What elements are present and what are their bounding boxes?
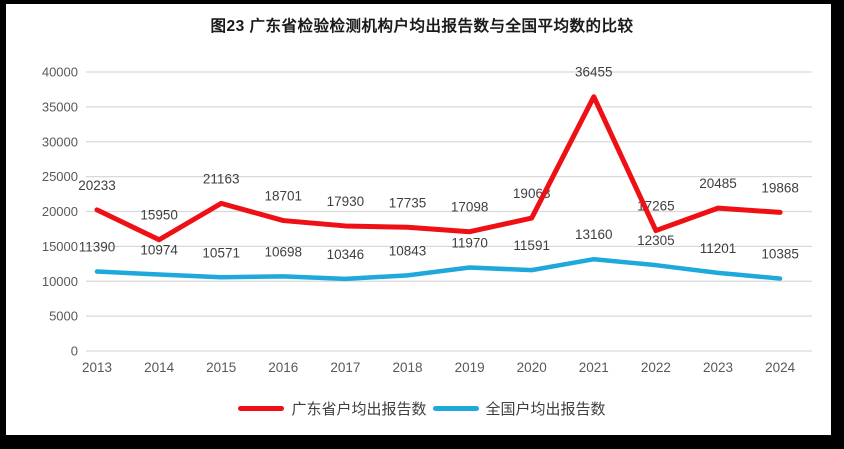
y-axis-tick-label: 25000 (42, 169, 78, 184)
x-axis-tick-label: 2022 (641, 360, 671, 375)
data-label: 11201 (700, 241, 737, 256)
data-label: 17930 (327, 194, 365, 209)
data-label: 17098 (451, 200, 489, 215)
data-label: 10974 (140, 242, 178, 257)
series-line (94, 94, 783, 243)
data-label: 10698 (265, 244, 303, 259)
data-label: 10346 (327, 247, 365, 262)
y-axis-tick-label: 15000 (42, 239, 78, 254)
data-label: 18701 (265, 189, 303, 204)
data-label: 10571 (202, 245, 240, 260)
x-axis-tick-label: 2017 (330, 360, 360, 375)
x-axis-tick-label: 2015 (206, 360, 236, 375)
y-axis-tick-label: 0 (71, 344, 78, 359)
x-axis-tick-label: 2020 (517, 360, 547, 375)
x-axis-tick-label: 2014 (144, 360, 175, 375)
data-label: 20233 (78, 178, 116, 193)
data-label: 21163 (203, 171, 240, 186)
legend-item-national: 全国户均出报告数 (432, 398, 606, 419)
legend-label-guangdong: 广东省户均出报告数 (291, 401, 427, 418)
x-axis-tick-label: 2021 (579, 360, 609, 375)
data-label: 13160 (575, 227, 613, 242)
data-label: 11390 (79, 240, 116, 255)
y-axis-tick-label: 10000 (42, 274, 78, 289)
data-label: 20485 (699, 176, 737, 191)
y-axis-tick-label: 35000 (42, 99, 78, 114)
data-label: 10385 (761, 247, 799, 262)
data-label: 15950 (140, 208, 178, 223)
data-label: 12305 (637, 233, 675, 248)
legend-item-guangdong: 广东省户均出报告数 (238, 398, 427, 419)
data-label: 10843 (389, 243, 427, 258)
x-axis-tick-label: 2016 (268, 360, 298, 375)
data-label: 36455 (575, 65, 613, 80)
chart-title: 图23 广东省检验检测机构户均出报告数与全国平均数的比较 (210, 18, 634, 35)
x-axis-tick-label: 2019 (455, 360, 485, 375)
y-axis-tick-label: 5000 (49, 309, 78, 324)
x-axis-tick-label: 2023 (703, 360, 733, 375)
x-axis-tick-label: 2018 (392, 360, 422, 375)
data-label: 17735 (389, 195, 427, 210)
data-label: 11970 (451, 236, 488, 251)
y-axis-tick-label: 30000 (42, 134, 78, 149)
chart-legend: 广东省户均出报告数 全国户均出报告数 (0, 398, 844, 419)
data-label: 19868 (761, 180, 799, 195)
y-axis-tick-label: 20000 (42, 204, 78, 219)
national-series-swatch-icon (432, 405, 479, 412)
data-label: 11591 (513, 238, 550, 253)
x-axis-tick-label: 2013 (82, 360, 112, 375)
y-axis-tick-label: 40000 (42, 65, 78, 80)
x-axis-tick-label: 2024 (765, 360, 796, 375)
legend-label-national: 全国户均出报告数 (485, 401, 606, 418)
guangdong-series-swatch-icon (238, 405, 285, 412)
series-line (94, 256, 783, 282)
